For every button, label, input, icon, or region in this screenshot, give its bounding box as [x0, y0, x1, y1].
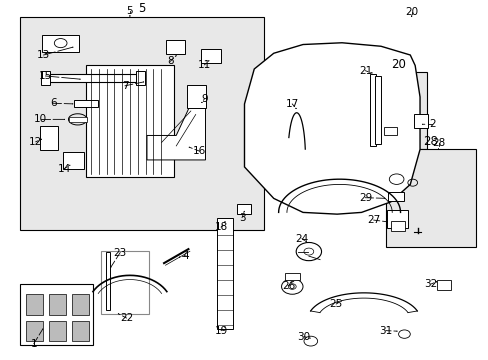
Text: 29: 29: [358, 193, 371, 203]
Text: 13: 13: [37, 50, 50, 60]
Bar: [136, 71, 145, 85]
Bar: [413, 114, 427, 129]
Bar: [41, 71, 50, 85]
Text: 20: 20: [405, 7, 417, 17]
Bar: [49, 294, 66, 315]
Polygon shape: [244, 43, 419, 214]
Bar: [285, 273, 299, 280]
Polygon shape: [147, 104, 205, 160]
Text: 5: 5: [138, 2, 145, 15]
Text: 18: 18: [214, 222, 227, 232]
Bar: [216, 219, 232, 329]
Text: 1: 1: [30, 338, 37, 348]
Text: 25: 25: [329, 299, 342, 309]
Bar: [74, 100, 98, 108]
Bar: [86, 66, 173, 177]
Bar: [101, 251, 149, 314]
Text: 5: 5: [126, 6, 133, 16]
Bar: [390, 221, 405, 231]
Bar: [42, 74, 144, 82]
Bar: [387, 192, 403, 201]
Text: 32: 32: [423, 279, 436, 289]
Text: 28: 28: [431, 138, 444, 148]
Bar: [384, 127, 396, 135]
Text: 6: 6: [50, 98, 57, 108]
Text: 26: 26: [281, 281, 294, 291]
Text: 31: 31: [379, 326, 392, 336]
Text: 21: 21: [358, 66, 371, 76]
Text: 7: 7: [122, 81, 128, 91]
Bar: [369, 74, 375, 146]
Bar: [69, 117, 86, 122]
Text: 15: 15: [39, 71, 52, 81]
Bar: [166, 40, 184, 54]
Bar: [26, 321, 43, 341]
Text: 4: 4: [183, 251, 189, 261]
Bar: [385, 149, 475, 247]
Text: 20: 20: [390, 58, 405, 71]
Bar: [368, 72, 427, 149]
Bar: [374, 76, 380, 144]
Text: 3: 3: [238, 213, 245, 222]
Bar: [72, 321, 89, 341]
Text: 2: 2: [428, 119, 435, 129]
Text: 22: 22: [120, 313, 133, 323]
Text: 8: 8: [167, 56, 173, 66]
Text: 12: 12: [29, 137, 42, 147]
Text: 14: 14: [58, 164, 71, 174]
Text: 17: 17: [285, 99, 298, 109]
Text: 28: 28: [423, 135, 438, 148]
Bar: [105, 252, 110, 310]
Bar: [186, 85, 206, 108]
Bar: [42, 35, 79, 51]
Bar: [72, 294, 89, 315]
Text: 27: 27: [366, 215, 380, 225]
Text: 30: 30: [297, 332, 310, 342]
Bar: [49, 321, 66, 341]
Text: 11: 11: [198, 60, 211, 70]
Bar: [20, 284, 93, 345]
Text: 10: 10: [34, 114, 47, 124]
Text: 9: 9: [201, 94, 207, 104]
Bar: [20, 17, 264, 230]
Text: 16: 16: [193, 146, 206, 156]
Text: 24: 24: [295, 234, 308, 244]
Bar: [386, 210, 407, 228]
Bar: [200, 49, 221, 63]
Bar: [436, 280, 450, 290]
Bar: [237, 204, 250, 214]
Text: 23: 23: [113, 248, 126, 258]
Bar: [63, 152, 83, 169]
Text: 19: 19: [214, 326, 227, 336]
Bar: [26, 294, 43, 315]
Bar: [40, 126, 58, 150]
